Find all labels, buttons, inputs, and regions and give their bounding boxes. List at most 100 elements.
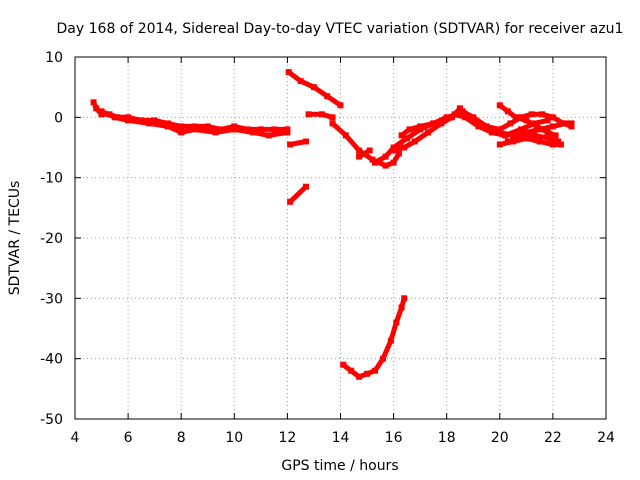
data-point: [544, 117, 551, 124]
data-point: [337, 102, 344, 109]
x-tick-label: 4: [71, 430, 80, 446]
data-point: [191, 123, 198, 130]
data-point: [285, 69, 292, 76]
data-point: [459, 108, 466, 115]
data-point: [364, 370, 371, 377]
data-point: [547, 135, 554, 142]
data-point: [297, 78, 304, 85]
data-point: [504, 138, 511, 145]
data-point: [387, 337, 394, 344]
data-point: [324, 93, 331, 100]
data-point: [372, 159, 378, 166]
data-point: [539, 111, 546, 118]
data-point: [164, 123, 171, 130]
data-point: [502, 132, 509, 139]
data-point: [512, 114, 519, 121]
y-tick-label: -10: [40, 171, 63, 187]
data-point: [125, 117, 132, 124]
data-point: [449, 114, 455, 121]
data-point: [329, 114, 336, 121]
data-point: [348, 367, 355, 374]
x-tick-label: 18: [438, 430, 456, 446]
data-point: [395, 150, 402, 157]
data-point: [98, 108, 105, 115]
data-point: [549, 123, 556, 130]
series-layer: [90, 69, 575, 380]
data-point: [488, 129, 495, 136]
series-azu1-a: [91, 99, 290, 132]
data-point: [552, 132, 559, 139]
data-point: [372, 367, 378, 374]
data-point: [401, 144, 408, 151]
data-point: [390, 159, 397, 166]
data-point: [340, 361, 347, 368]
data-point: [528, 111, 535, 118]
data-point: [265, 132, 272, 139]
data-point: [398, 132, 405, 139]
data-point: [303, 183, 309, 190]
data-point: [178, 129, 185, 136]
data-point: [523, 117, 530, 124]
data-point: [483, 123, 490, 130]
data-point: [560, 120, 567, 127]
data-point: [178, 123, 185, 130]
x-tick-label: 14: [332, 430, 350, 446]
y-tick-label: -40: [40, 352, 63, 368]
data-point: [356, 153, 363, 160]
data-point: [462, 114, 469, 121]
data-point: [496, 141, 503, 148]
data-point: [204, 123, 211, 130]
data-point: [111, 114, 118, 121]
data-point: [549, 114, 556, 121]
data-point: [406, 126, 413, 133]
data-point: [366, 147, 373, 154]
data-point: [257, 126, 264, 133]
data-point: [504, 108, 511, 115]
data-point: [356, 147, 363, 154]
data-point: [271, 126, 278, 133]
data-point: [382, 162, 389, 169]
x-tick-label: 12: [278, 430, 296, 446]
data-point: [507, 120, 514, 127]
x-tick-label: 16: [385, 430, 403, 446]
data-point: [411, 138, 418, 145]
data-point: [287, 198, 294, 205]
y-tick-label: -50: [40, 412, 63, 428]
x-tick-label: 8: [177, 430, 186, 446]
x-tick-label: 24: [597, 430, 615, 446]
data-point: [470, 114, 477, 121]
data-point: [523, 129, 530, 136]
data-point: [380, 355, 386, 362]
data-point: [356, 373, 363, 380]
x-tick-label: 22: [544, 430, 562, 446]
data-point: [305, 111, 312, 118]
data-point: [496, 102, 503, 109]
data-point: [303, 138, 309, 145]
data-point: [390, 147, 397, 154]
data-point: [536, 138, 543, 145]
x-axis-label: GPS time / hours: [281, 458, 398, 474]
y-tick-label: 0: [54, 110, 63, 126]
data-point: [544, 129, 551, 136]
data-point: [555, 138, 562, 145]
data-point: [284, 129, 291, 136]
data-point: [191, 126, 198, 133]
data-point: [231, 126, 238, 133]
data-point: [398, 304, 405, 311]
y-tick-label: -30: [40, 291, 63, 307]
data-point: [425, 129, 432, 136]
data-point: [393, 319, 400, 326]
data-point: [475, 123, 482, 130]
data-point: [93, 105, 100, 112]
data-point: [430, 120, 437, 127]
data-point: [311, 84, 317, 91]
data-point: [382, 153, 389, 160]
data-point: [125, 114, 132, 121]
data-point: [151, 117, 158, 124]
x-tick-label: 10: [225, 430, 243, 446]
data-point: [146, 120, 153, 127]
data-point: [231, 123, 238, 130]
data-point: [287, 141, 294, 148]
data-point: [90, 99, 97, 106]
tick-layer: 4 6 8 10 12 14 16 18 20 22 24 10 0 -10 -20 -30 -40 -50: [40, 50, 615, 446]
